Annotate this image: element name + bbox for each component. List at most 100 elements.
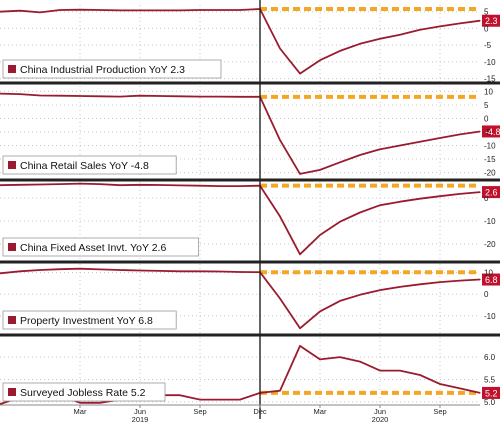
data-point bbox=[439, 25, 441, 28]
y-tick-label: -10 bbox=[484, 58, 496, 67]
data-point bbox=[0, 92, 1, 95]
data-point bbox=[359, 294, 361, 296]
data-point bbox=[39, 269, 41, 271]
y-tick-label: 0 bbox=[484, 114, 489, 123]
y-tick-label: -10 bbox=[484, 312, 496, 321]
panel-1 bbox=[0, 5, 500, 82]
y-tick-label: 5.0 bbox=[484, 398, 496, 407]
y-tick-label: 5 bbox=[484, 8, 489, 17]
data-point bbox=[479, 130, 481, 133]
y-tick-label: 0 bbox=[484, 194, 489, 203]
data-point bbox=[339, 161, 341, 163]
year-label: 2019 bbox=[132, 415, 149, 423]
legend-swatch bbox=[8, 161, 16, 169]
legend-box bbox=[2, 310, 177, 330]
data-point bbox=[239, 271, 241, 273]
data-point bbox=[219, 9, 221, 11]
data-point bbox=[79, 9, 81, 11]
data-point bbox=[179, 394, 181, 396]
data-point bbox=[79, 268, 81, 270]
x-tick-label: Dec bbox=[253, 407, 267, 416]
y-tick-label: -10 bbox=[484, 142, 496, 151]
panel-separator bbox=[0, 81, 500, 85]
data-point bbox=[19, 270, 21, 272]
data-point bbox=[379, 148, 381, 150]
data-point bbox=[299, 73, 301, 75]
data-point bbox=[279, 47, 281, 50]
legend-label: China Fixed Asset Invt. YoY 2.6 bbox=[20, 242, 166, 254]
data-point bbox=[299, 345, 301, 347]
data-point bbox=[359, 154, 361, 156]
data-point bbox=[319, 310, 321, 313]
legend-label: Property Investment YoY 6.8 bbox=[20, 315, 153, 327]
data-point bbox=[399, 34, 401, 36]
data-point bbox=[399, 144, 401, 147]
legend-label: Surveyed Jobless Rate 5.2 bbox=[20, 387, 146, 399]
data-point bbox=[459, 387, 461, 390]
legend-swatch bbox=[8, 65, 16, 73]
data-point bbox=[179, 9, 181, 11]
x-tick-label: Mar bbox=[314, 407, 327, 416]
last-value-label: 5.2 bbox=[485, 388, 498, 398]
panel-separator bbox=[0, 260, 500, 264]
y-tick-label: -20 bbox=[484, 169, 496, 178]
last-value-badge bbox=[482, 186, 500, 199]
last-value-label: -4.8 bbox=[485, 127, 500, 137]
y-tick-label: -5 bbox=[484, 41, 492, 50]
x-tick-label: Sep bbox=[433, 407, 446, 416]
legend-box bbox=[2, 155, 177, 175]
data-point bbox=[419, 29, 421, 31]
legend-box bbox=[2, 382, 166, 402]
data-point bbox=[219, 270, 221, 273]
data-point bbox=[399, 286, 401, 288]
data-point bbox=[179, 95, 181, 97]
data-point bbox=[279, 215, 281, 218]
data-point bbox=[39, 11, 41, 13]
x-tick-label: Mar bbox=[74, 407, 87, 416]
last-value-label: 2.3 bbox=[485, 16, 498, 26]
data-point bbox=[59, 9, 61, 11]
data-point bbox=[279, 139, 281, 141]
data-point bbox=[0, 184, 1, 186]
data-point bbox=[139, 9, 141, 11]
data-point bbox=[419, 283, 421, 285]
legend-swatch bbox=[8, 243, 16, 251]
last-value-badge bbox=[482, 386, 500, 399]
data-point bbox=[379, 38, 381, 40]
panel-4 bbox=[0, 264, 500, 333]
x-tick-label: Sep bbox=[193, 407, 206, 416]
data-point bbox=[339, 50, 341, 52]
panel-3 bbox=[0, 182, 500, 260]
data-point bbox=[59, 95, 61, 97]
data-point bbox=[39, 94, 41, 97]
data-point bbox=[319, 358, 321, 360]
data-point bbox=[439, 281, 441, 283]
data-point bbox=[0, 403, 1, 405]
data-point bbox=[379, 369, 381, 372]
legend-swatch bbox=[8, 316, 16, 324]
year-label: 2020 bbox=[372, 415, 389, 423]
data-point bbox=[159, 270, 161, 272]
y-tick-label: -5 bbox=[484, 128, 492, 137]
data-point bbox=[119, 269, 121, 271]
data-point bbox=[319, 169, 321, 171]
data-point bbox=[0, 272, 1, 274]
y-tick-label: 10 bbox=[484, 269, 493, 278]
data-point bbox=[299, 253, 301, 255]
data-point bbox=[279, 390, 281, 392]
data-point bbox=[59, 268, 61, 270]
data-point bbox=[379, 289, 381, 291]
legend-label: China Retail Sales YoY -4.8 bbox=[20, 160, 149, 172]
last-value-badge bbox=[482, 14, 500, 27]
y-tick-label: 10 bbox=[484, 87, 493, 96]
data-point bbox=[459, 133, 461, 136]
data-point bbox=[0, 11, 1, 13]
y-tick-label: 0 bbox=[484, 290, 489, 299]
data-point bbox=[79, 95, 81, 97]
y-tick-label: 5 bbox=[484, 101, 489, 110]
data-point bbox=[239, 185, 241, 187]
y-tick-label: -20 bbox=[484, 240, 496, 249]
data-point bbox=[279, 297, 281, 300]
data-point bbox=[479, 20, 481, 22]
data-point bbox=[199, 185, 201, 187]
